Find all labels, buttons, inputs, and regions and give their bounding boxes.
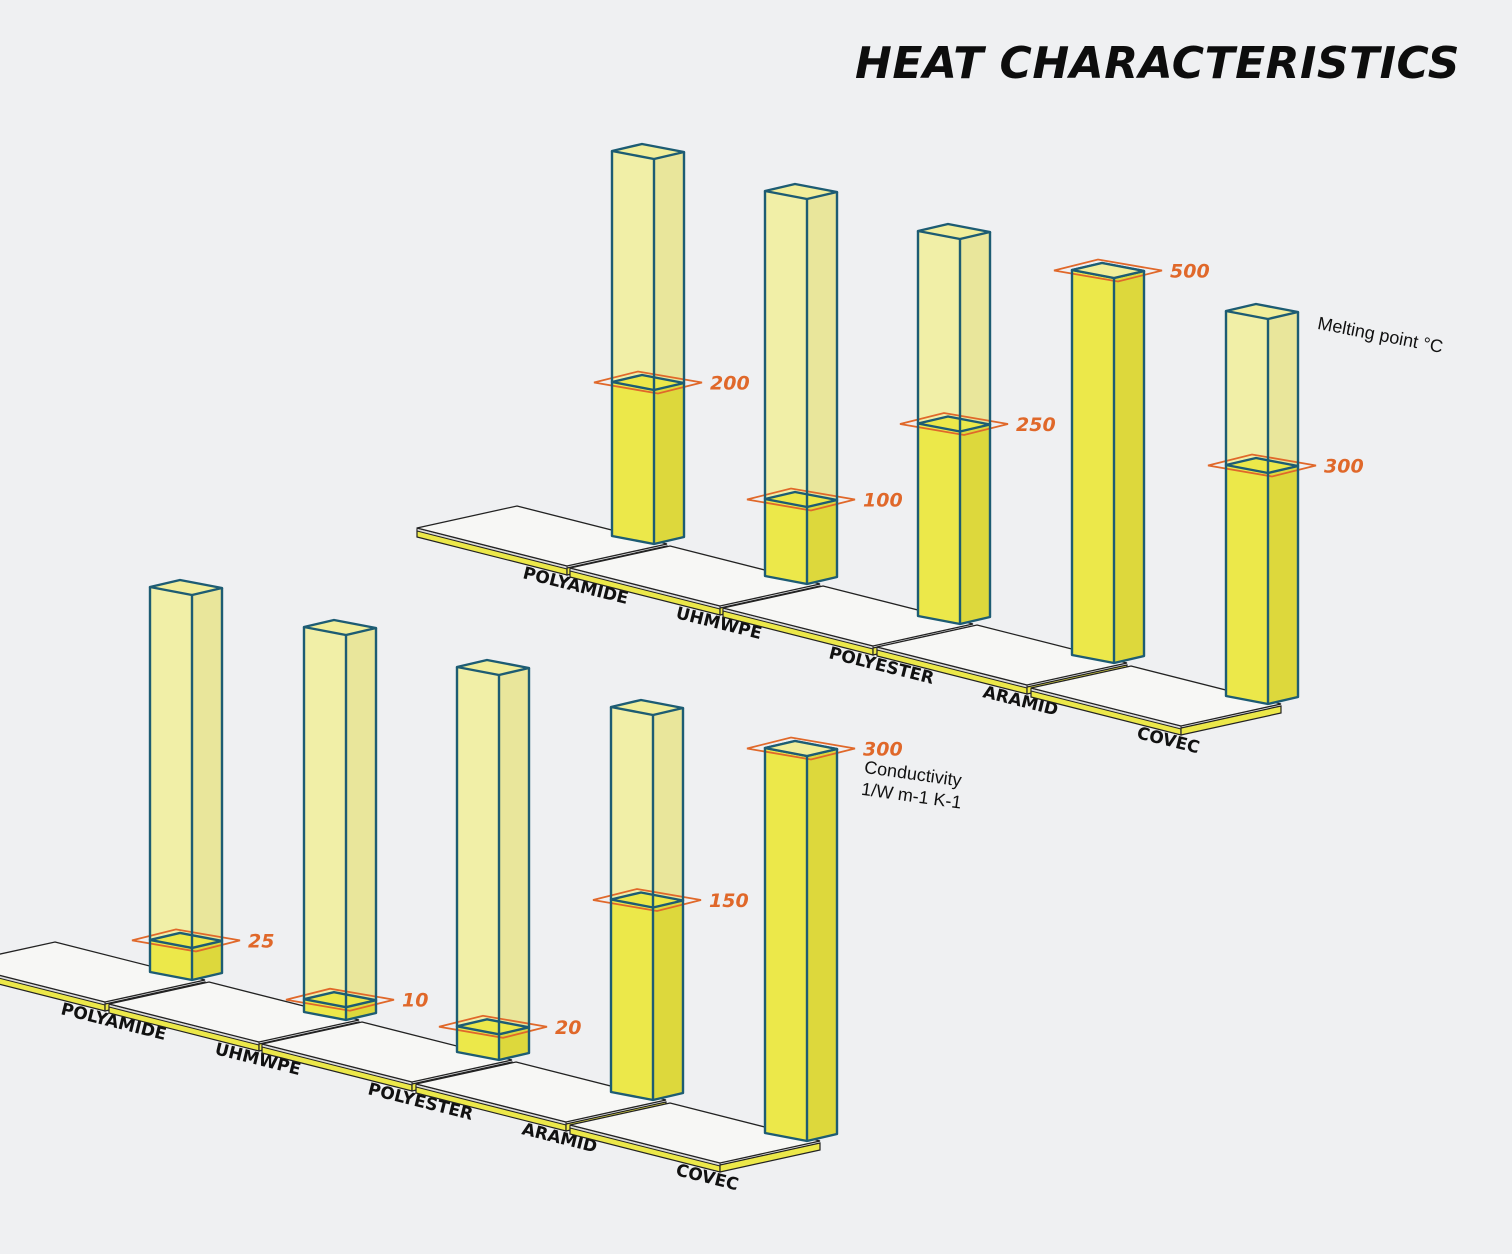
bar-fill-front <box>612 382 654 544</box>
value-marker <box>438 1014 548 1039</box>
bar-fill-side <box>654 383 684 544</box>
base-tile-covec-stripe-side <box>1180 705 1282 736</box>
value-marker <box>592 888 702 912</box>
bar-fill-front <box>150 939 192 980</box>
bar-ghost-side <box>346 628 376 1020</box>
bar-fill-side <box>1114 271 1144 663</box>
bar-fill-side <box>499 1027 529 1060</box>
value-label: 500 <box>1170 261 1210 283</box>
bar-ghost-front <box>150 587 192 980</box>
value-marker <box>285 987 395 1012</box>
bar-fill-front <box>611 899 653 1100</box>
value-label: 250 <box>1016 414 1056 436</box>
bar-fill-side <box>807 749 837 1141</box>
bar-fill-side <box>1268 466 1298 704</box>
bar-fill-front <box>1072 270 1114 663</box>
value-marker <box>593 370 703 395</box>
value-label: 300 <box>1324 456 1364 478</box>
bar-fill-side <box>807 500 837 584</box>
chart-title: HEAT CHARACTERISTICS <box>855 38 1460 89</box>
bar-fill-side <box>653 900 683 1100</box>
bar-fill-side <box>960 424 990 624</box>
value-label: 20 <box>555 1017 581 1039</box>
bar-ghost-front <box>765 191 807 584</box>
value-label: 100 <box>863 490 903 512</box>
value-label: 150 <box>709 890 749 912</box>
bar-fill-front <box>1226 465 1268 704</box>
value-marker <box>746 736 856 761</box>
bar-ghost-side <box>192 588 222 980</box>
value-label: 25 <box>248 930 274 952</box>
value-label: 200 <box>710 373 750 395</box>
value-marker <box>1053 258 1163 283</box>
bar-fill-front <box>918 423 960 624</box>
bar-fill-front <box>765 748 807 1141</box>
base-tile-covec-stripe-side <box>719 1142 821 1173</box>
value-label: 10 <box>402 990 428 1012</box>
value-marker <box>1207 453 1317 478</box>
bar-ghost-front <box>457 667 499 1060</box>
bar-fill-front <box>765 499 807 584</box>
bar-ghost-front <box>304 627 346 1020</box>
value-marker <box>746 487 856 512</box>
value-marker <box>131 928 241 953</box>
bar-ghost-side <box>499 668 529 1060</box>
value-label: 300 <box>863 739 903 761</box>
value-marker <box>899 412 1009 436</box>
bar-ghost-side <box>807 192 837 584</box>
